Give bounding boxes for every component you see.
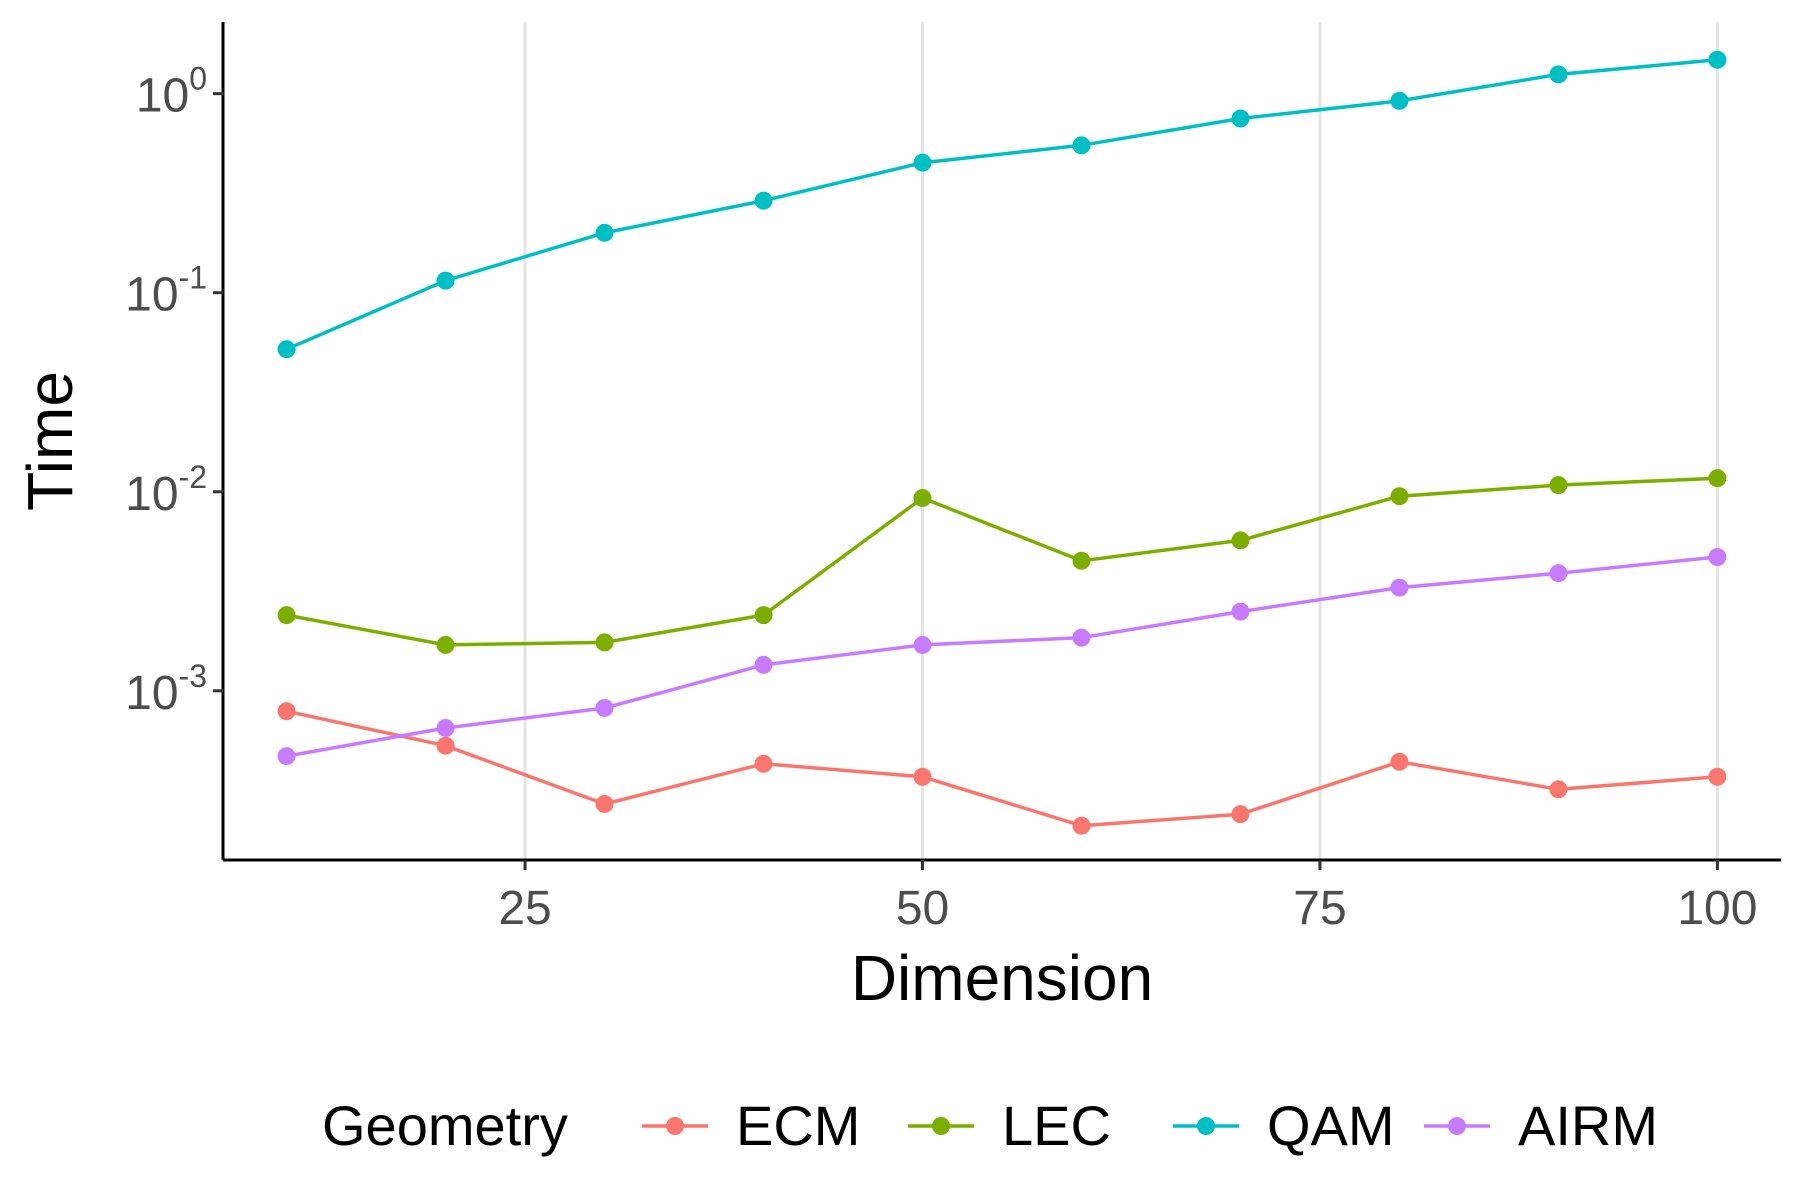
legend-label: ECM <box>736 1094 860 1157</box>
data-point-qam <box>595 223 614 242</box>
series-airm <box>277 548 1727 766</box>
data-point-ecm <box>913 767 932 786</box>
data-point-qam <box>1708 50 1727 69</box>
x-tick-label: 75 <box>1293 882 1346 935</box>
data-point-airm <box>754 655 773 674</box>
data-point-airm <box>1390 578 1409 597</box>
data-point-ecm <box>1549 780 1568 799</box>
data-point-qam <box>1072 136 1091 155</box>
data-point-airm <box>913 635 932 654</box>
series-line-airm <box>286 555 1718 758</box>
series-ecm <box>277 702 1727 835</box>
series-line-lec <box>286 476 1718 647</box>
data-point-qam <box>436 271 455 290</box>
data-point-ecm <box>1072 816 1091 835</box>
data-point-lec <box>1072 551 1091 570</box>
legend-label: QAM <box>1267 1094 1395 1157</box>
data-point-qam <box>754 191 773 210</box>
x-tick-label: 50 <box>896 882 949 935</box>
series-lec <box>277 469 1727 654</box>
axis-layer <box>221 22 1781 862</box>
legend-title: Geometry <box>322 1094 568 1157</box>
legend-item-airm: AIRM <box>1424 1094 1658 1157</box>
legend-key-point <box>1448 1117 1466 1135</box>
data-point-ecm <box>1390 752 1409 771</box>
data-point-lec <box>595 633 614 652</box>
legend-item-ecm: ECM <box>642 1094 860 1157</box>
data-point-airm <box>1231 602 1250 621</box>
data-point-qam <box>1231 109 1250 128</box>
data-point-airm <box>436 719 455 738</box>
legend-items: ECM LEC QAM AIRM <box>642 1094 1658 1157</box>
data-point-qam <box>277 340 296 359</box>
data-point-airm <box>595 698 614 717</box>
legend-key-point <box>932 1117 950 1135</box>
series-qam <box>277 50 1727 359</box>
data-point-qam <box>1390 91 1409 110</box>
legend: Geometry ECM LEC QAM AIRM <box>322 1094 1658 1157</box>
x-tick-label: 25 <box>498 882 551 935</box>
y-tick-layer: 100 10-1 10-2 10-3 <box>125 61 223 720</box>
data-point-lec <box>1549 476 1568 495</box>
data-point-lec <box>913 489 932 508</box>
legend-label: LEC <box>1002 1094 1111 1157</box>
legend-item-qam: QAM <box>1173 1094 1395 1157</box>
y-axis-title: Time <box>14 371 86 511</box>
legend-key-point <box>1197 1117 1215 1135</box>
data-point-airm <box>1549 564 1568 583</box>
data-point-airm <box>277 747 296 766</box>
data-point-qam <box>913 153 932 172</box>
x-tick-layer: 25 50 75 100 <box>498 860 1757 935</box>
data-point-lec <box>436 635 455 654</box>
data-point-lec <box>754 606 773 625</box>
data-point-ecm <box>595 794 614 813</box>
series-layer <box>277 50 1727 835</box>
x-axis-title: Dimension <box>851 942 1153 1014</box>
data-point-ecm <box>1708 767 1727 786</box>
data-point-ecm <box>436 736 455 755</box>
series-line-qam <box>285 58 1718 351</box>
legend-item-lec: LEC <box>908 1094 1111 1157</box>
data-point-lec <box>1708 469 1727 488</box>
data-point-lec <box>1390 487 1409 506</box>
data-point-ecm <box>277 702 296 721</box>
data-point-airm <box>1072 628 1091 647</box>
y-tick-label: 10-3 <box>125 658 207 720</box>
data-point-ecm <box>754 754 773 773</box>
y-tick-label: 10-2 <box>125 459 207 521</box>
y-tick-label: 100 <box>136 61 207 123</box>
x-tick-label: 100 <box>1677 882 1757 935</box>
data-point-ecm <box>1231 805 1250 824</box>
series-line-ecm <box>286 709 1718 828</box>
data-point-lec <box>277 606 296 625</box>
data-point-lec <box>1231 531 1250 550</box>
data-point-airm <box>1708 548 1727 567</box>
y-tick-label: 10-1 <box>125 260 207 322</box>
legend-label: AIRM <box>1518 1094 1658 1157</box>
data-point-qam <box>1549 65 1568 84</box>
legend-key-point <box>666 1117 684 1135</box>
